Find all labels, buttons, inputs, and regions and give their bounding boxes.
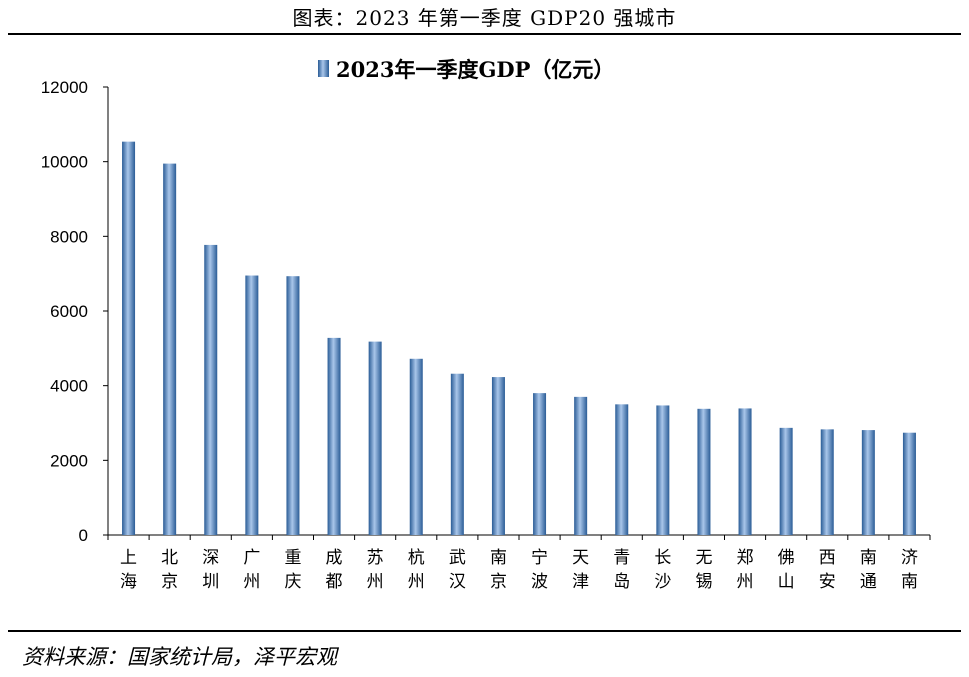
bar-佛山: [779, 427, 793, 535]
x-category-label: 南通: [860, 548, 877, 592]
legend-label: 2023年一季度GDP（亿元）: [336, 57, 614, 82]
bar-武汉: [450, 373, 464, 535]
x-category-label: 上海: [120, 548, 137, 592]
x-category-label: 重庆: [284, 548, 301, 592]
x-category-label: 苏州: [367, 548, 384, 592]
bar-北京: [163, 163, 177, 535]
x-category-label: 天津: [572, 548, 589, 592]
chart-legend: 2023年一季度GDP（亿元）: [318, 57, 614, 82]
bar-杭州: [409, 358, 423, 535]
bar-青岛: [615, 404, 629, 535]
y-tick-label: 0: [79, 526, 88, 545]
x-category-label: 青岛: [613, 548, 630, 592]
x-category-label: 成都: [326, 548, 343, 592]
bar-长沙: [656, 405, 670, 535]
x-category-label: 郑州: [737, 548, 754, 592]
y-tick-label: 10000: [41, 153, 88, 172]
bar-郑州: [738, 408, 752, 535]
x-category-label: 广州: [243, 548, 260, 592]
x-category-label: 南京: [490, 548, 507, 592]
bar-成都: [327, 337, 341, 535]
bar-苏州: [368, 341, 382, 535]
x-category-label: 无锡: [695, 548, 712, 592]
x-category-label: 宁波: [531, 548, 548, 592]
x-category-label: 佛山: [778, 548, 795, 592]
y-tick-label: 4000: [50, 377, 88, 396]
bar-南京: [491, 377, 505, 535]
bar-深圳: [204, 244, 218, 536]
bar-西安: [820, 429, 834, 535]
y-tick-label: 2000: [50, 451, 88, 470]
x-category-label: 杭州: [408, 548, 425, 592]
bar-宁波: [533, 393, 547, 535]
y-tick-label: 8000: [50, 227, 88, 246]
bar-chart: 2023年一季度GDP（亿元） 0 2000 4000 6000 8000 10000 12…: [41, 57, 931, 592]
x-category-label: 济南: [901, 548, 918, 592]
bar-上海: [122, 141, 136, 535]
bar-重庆: [286, 276, 300, 535]
x-category-label: 北京: [161, 548, 178, 592]
y-tick-label: 6000: [50, 302, 88, 321]
legend-swatch: [318, 60, 329, 77]
bar-天津: [574, 396, 588, 535]
x-axis: [107, 534, 931, 540]
y-tick-label: 12000: [41, 78, 88, 97]
x-category-label: 深圳: [202, 548, 219, 592]
page-title: 图表：2023 年第一季度 GDP20 强城市: [292, 6, 677, 30]
x-category-label: 武汉: [449, 548, 466, 592]
x-category-label: 西安: [819, 548, 836, 592]
source-note: 资料来源：国家统计局，泽平宏观: [22, 645, 337, 669]
y-axis: 0 2000 4000 6000 8000 10000 12000: [41, 78, 109, 545]
bar-济南: [902, 432, 916, 535]
bar-广州: [245, 275, 259, 535]
bottom-rule: [8, 630, 961, 632]
top-rule: [8, 33, 961, 35]
bar-南通: [861, 430, 875, 535]
bars: [122, 141, 916, 536]
x-category-label: 长沙: [654, 548, 671, 592]
bar-无锡: [697, 408, 711, 535]
